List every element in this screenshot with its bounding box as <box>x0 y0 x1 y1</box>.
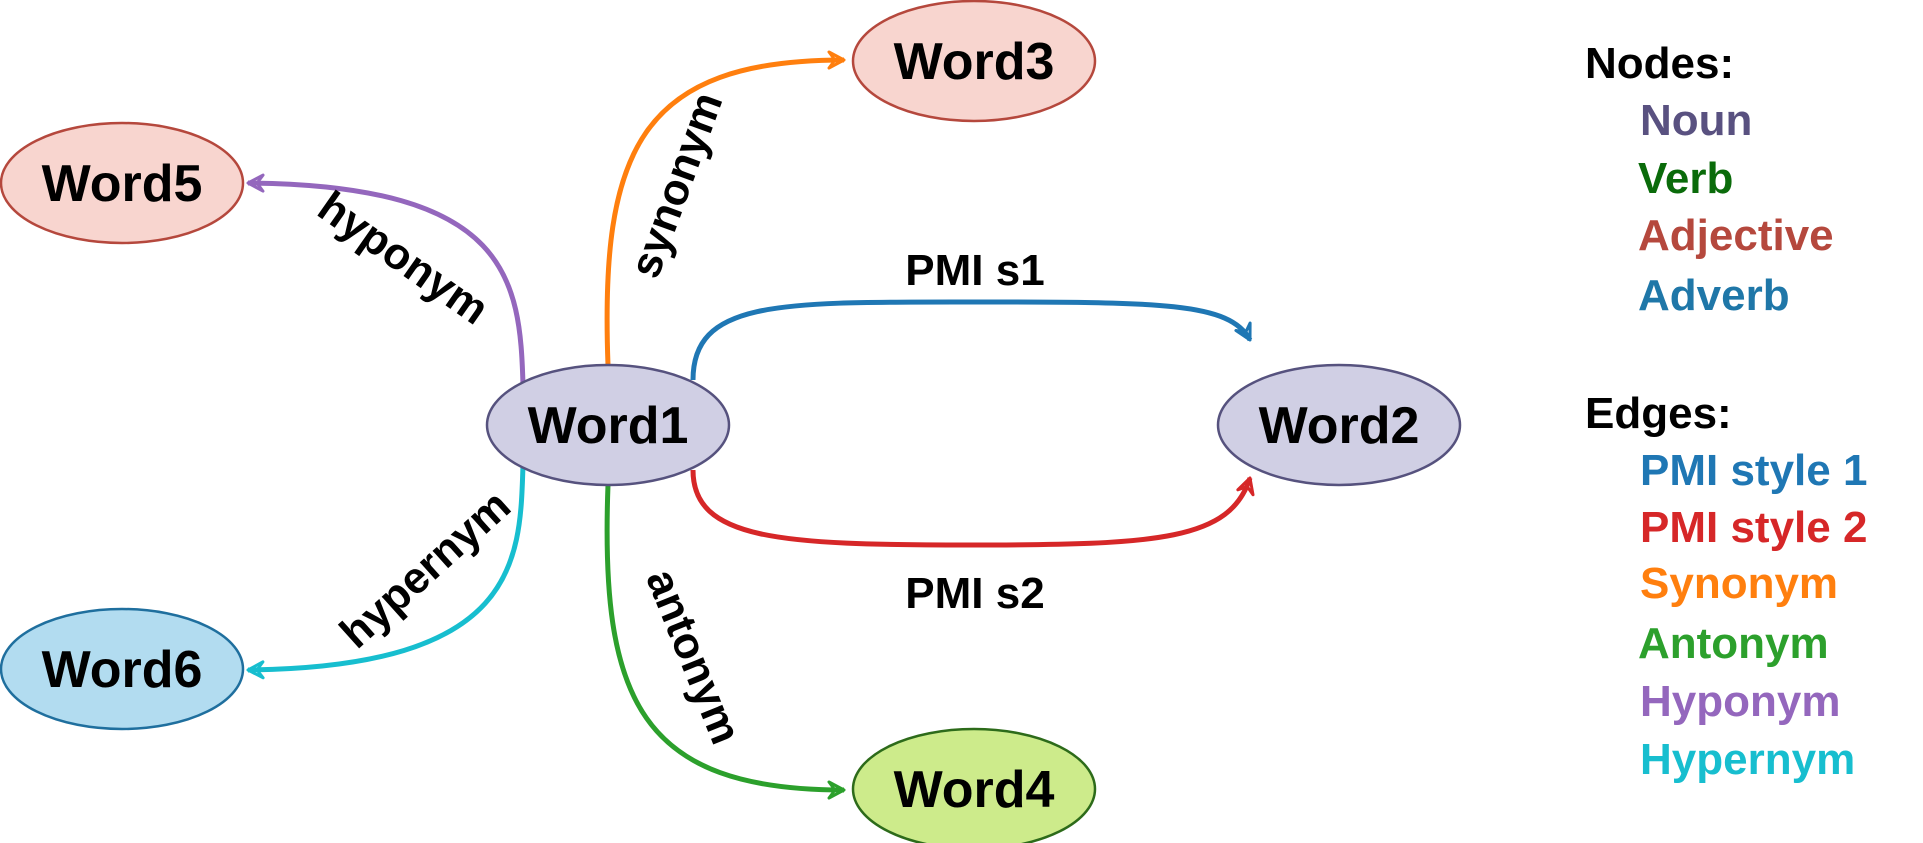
legend-node-noun: Noun <box>1640 96 1752 145</box>
legend-edge-hypernym: Hypernym <box>1640 735 1855 784</box>
legend-edge-synonym: Synonym <box>1640 559 1838 608</box>
node-word3-label: Word3 <box>894 33 1055 91</box>
legend-edges-title: Edges: <box>1585 389 1732 438</box>
node-word2-label: Word2 <box>1259 397 1420 455</box>
node-word3: Word3 <box>851 0 1097 123</box>
node-word6-label: Word6 <box>42 641 203 699</box>
edge-label-hypernym: hypernym <box>331 481 520 658</box>
node-word4-label: Word4 <box>894 761 1055 819</box>
edge-label-antonym: antonym <box>636 562 750 750</box>
legend-edge-pmi-style-2: PMI style 2 <box>1640 503 1867 552</box>
node-word1-label: Word1 <box>528 397 689 455</box>
node-word1: Word1 <box>485 363 731 487</box>
legend: Nodes: Noun Verb Adjective Adverb Edges:… <box>1585 39 1867 784</box>
edge-antonym <box>604 484 846 800</box>
edge-synonym <box>604 50 846 366</box>
edge-label-synonym: synonym <box>620 86 732 284</box>
node-word2: Word2 <box>1216 363 1462 487</box>
edge-hypernym <box>246 464 526 680</box>
legend-node-verb: Verb <box>1638 154 1733 203</box>
legend-edge-pmi-style-1: PMI style 1 <box>1640 446 1867 495</box>
node-word6: Word6 <box>0 607 245 731</box>
legend-edge-antonym: Antonym <box>1638 619 1829 668</box>
edge-label-pmi-s2: PMI s2 <box>905 569 1044 618</box>
legend-edge-hyponym: Hyponym <box>1640 677 1840 726</box>
edge-pmi-s2 <box>690 469 1255 548</box>
edge-label-hyponym: hyponym <box>309 182 497 334</box>
edge-hyponym <box>246 173 526 386</box>
legend-node-adjective: Adjective <box>1638 211 1834 260</box>
node-word5: Word5 <box>0 121 245 245</box>
edge-label-pmi-s1: PMI s1 <box>905 246 1044 295</box>
legend-node-adverb: Adverb <box>1638 271 1790 320</box>
node-word4: Word4 <box>851 727 1097 843</box>
edge-pmi-s1 <box>690 299 1253 381</box>
legend-nodes-title: Nodes: <box>1585 39 1734 88</box>
node-word5-label: Word5 <box>42 155 203 213</box>
